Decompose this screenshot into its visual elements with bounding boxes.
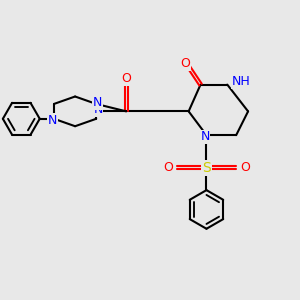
Text: S: S: [202, 161, 211, 175]
Text: NH: NH: [232, 75, 250, 88]
Text: N: N: [93, 96, 102, 109]
Text: N: N: [48, 114, 57, 127]
Text: N: N: [200, 130, 210, 143]
Text: O: O: [181, 57, 190, 70]
Text: O: O: [121, 72, 131, 85]
Text: O: O: [240, 161, 250, 174]
Text: N: N: [93, 103, 103, 116]
Text: O: O: [163, 161, 173, 174]
